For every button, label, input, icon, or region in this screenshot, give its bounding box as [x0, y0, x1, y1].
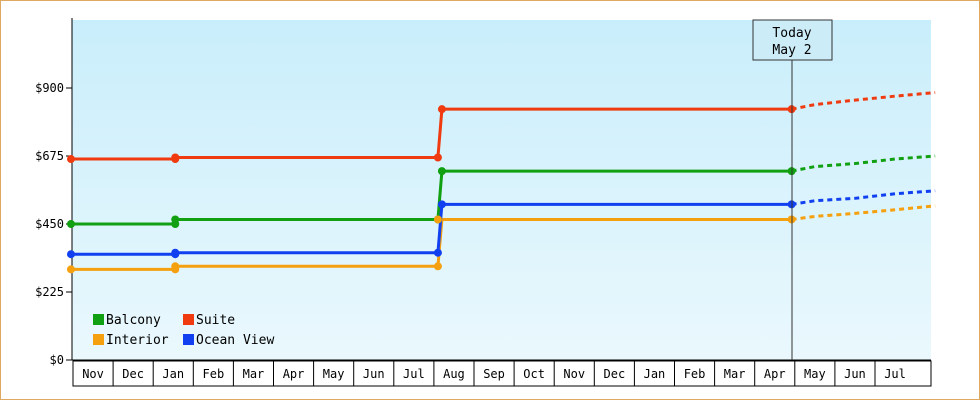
today-callout-box: [752, 19, 833, 61]
series-line: [70, 202, 792, 256]
x-tick-label: Apr: [283, 367, 305, 381]
x-tick-label: Feb: [203, 367, 225, 381]
month-strip: [72, 360, 932, 387]
data-point: [433, 215, 442, 224]
x-tick-label: Jul: [403, 367, 425, 381]
x-tick-label: Sep: [483, 367, 505, 381]
x-tick-label: Mar: [724, 367, 746, 381]
y-tick-label: $675: [35, 149, 64, 163]
legend-swatch: [93, 334, 104, 345]
data-point: [433, 262, 442, 271]
data-point: [171, 248, 180, 257]
y-axis: $0 $225 $450 $675 $900: [35, 18, 73, 367]
series-line: [70, 107, 792, 161]
series-forecast-line: [791, 91, 936, 111]
data-point: [433, 153, 442, 162]
x-tick-label: Feb: [684, 367, 706, 381]
x-axis: Nov Dec Jan Feb Mar Apr May Jun Jul Aug Sep Oct Nov D…: [72, 359, 932, 387]
y-tick-label: $225: [35, 285, 64, 299]
plot-background: [72, 20, 931, 360]
today-date: May 2: [772, 43, 811, 58]
legend-swatch: [183, 314, 194, 325]
data-point: [66, 220, 75, 228]
legend-label: Balcony: [106, 313, 161, 328]
data-point: [171, 215, 180, 224]
x-tick-label: Jun: [844, 367, 866, 381]
x-tick-label: Nov: [82, 367, 104, 381]
legend-swatch: [93, 314, 104, 325]
x-tick-label: Jun: [363, 367, 385, 381]
legend-swatch: [183, 334, 194, 345]
series-forecast-line: [791, 204, 936, 221]
series-lines: [70, 91, 936, 271]
legend-label: Ocean View: [196, 333, 274, 348]
data-point: [437, 200, 446, 209]
x-tick-label: Aug: [443, 367, 465, 381]
x-tick-label: May: [804, 367, 826, 381]
data-point: [437, 167, 446, 176]
series-markers: [66, 105, 796, 274]
series-line: [70, 217, 792, 271]
today-marker: Today May 2: [752, 19, 833, 360]
legend-label: Interior: [106, 333, 169, 348]
data-point: [433, 248, 442, 257]
y-tick-label: $0: [50, 353, 64, 367]
x-tick-label: Dec: [122, 367, 144, 381]
today-label: Today: [772, 26, 811, 41]
series-forecast-line: [791, 189, 936, 206]
data-point: [66, 155, 75, 164]
x-tick-label: Apr: [764, 367, 786, 381]
data-point: [171, 262, 180, 271]
x-tick-label: May: [323, 367, 345, 381]
x-tick-label: Oct: [523, 367, 545, 381]
data-point: [171, 153, 180, 162]
series-forecast-line: [791, 154, 936, 173]
x-tick-label: Nov: [563, 367, 585, 381]
series-line: [70, 169, 792, 226]
data-point: [437, 105, 446, 114]
data-point: [66, 265, 75, 274]
x-tick-label: Jan: [644, 367, 666, 381]
x-tick-label: Jan: [162, 367, 184, 381]
legend: Balcony Suite Interior Ocean View: [93, 313, 274, 348]
x-tick-label: Dec: [604, 367, 626, 381]
y-tick-label: $450: [35, 217, 64, 231]
data-point: [66, 250, 75, 259]
legend-label: Suite: [196, 313, 235, 328]
x-tick-label: Jul: [884, 367, 906, 381]
x-tick-label: Mar: [243, 367, 265, 381]
y-tick-label: $900: [35, 81, 64, 95]
